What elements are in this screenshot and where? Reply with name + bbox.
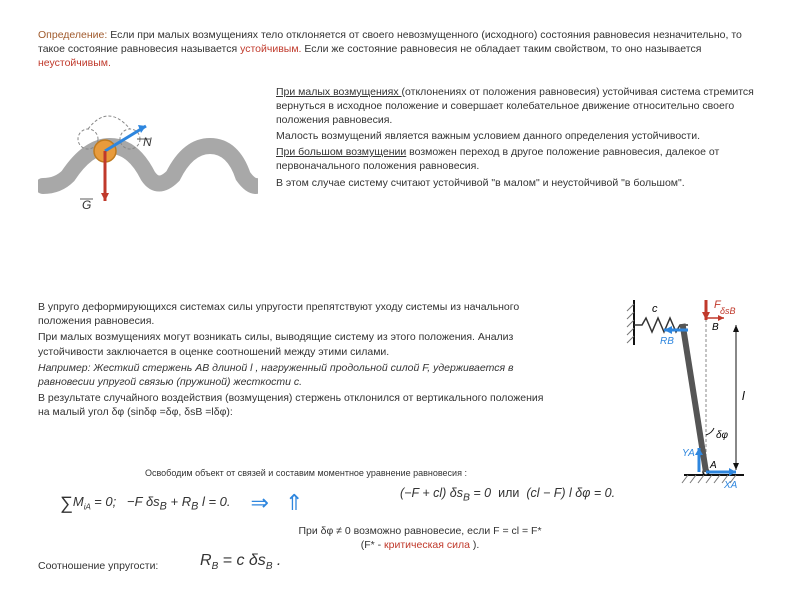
cond-crit: критическая сила	[384, 539, 470, 551]
def-unstable: неустойчивым.	[38, 57, 111, 69]
t1-p4: В этом случае систему считают устойчивой…	[276, 176, 762, 190]
rod-RB: RB	[660, 336, 674, 347]
rod-diagram: c B F δsB RB l	[624, 300, 754, 495]
eq1-body: = 0; −F δsB + RB l = 0.	[94, 494, 230, 509]
elasticity-eq: RB = c δsB .	[200, 552, 281, 572]
t1-p1a: При малых возмущениях	[276, 86, 402, 98]
small-perturb-text: При малых возмущениях (отклонениях от по…	[276, 85, 762, 226]
label-N: N	[143, 135, 152, 149]
rod-dsB: δsB	[720, 306, 736, 316]
eq2-or: или	[498, 486, 519, 500]
t2-p3: Например: Жесткий стержень AB длиной l ,…	[38, 362, 513, 388]
rod-c: c	[652, 303, 658, 315]
row-wave: N G При малых возмущениях (отклонениях о…	[38, 85, 762, 226]
rod-dphi: δφ	[716, 430, 729, 441]
t1-p2: Малость возмущений является важным услов…	[276, 129, 762, 143]
label-G: G	[82, 198, 91, 212]
rod-B: B	[712, 322, 719, 333]
physics-slide: Определение: Если при малых возмущениях …	[0, 0, 800, 600]
arrow-up-icon: ⇑	[285, 490, 303, 516]
release-text: Освободим объект от связей и составим мо…	[145, 468, 467, 478]
moment-equation: ∑ MiA = 0; −F δsB + RB l = 0. ⇒ ⇑	[60, 490, 303, 516]
rod-A: A	[709, 460, 717, 471]
rod-XA: XA	[723, 480, 738, 490]
t2-p2: При малых возмущениях могут возникать си…	[38, 330, 558, 358]
rod-YA: YA	[682, 448, 695, 459]
elasticity-label: Соотношение упругости:	[38, 560, 158, 572]
wave-svg: N G	[38, 91, 258, 221]
sum-icon: ∑	[60, 493, 73, 514]
t2-p4: В результате случайного воздействия (воз…	[38, 391, 558, 419]
def-stable: устойчивым.	[240, 43, 304, 55]
def-body2: Если же состояние равновесия не обладает…	[304, 43, 701, 55]
cond-l2b: ).	[473, 539, 479, 551]
def-label: Определение:	[38, 29, 110, 41]
arrow-right-icon: ⇒	[251, 490, 265, 516]
t2-p1: В упруго деформирующихся системах силы у…	[38, 300, 558, 328]
definition-paragraph: Определение: Если при малых возмущениях …	[38, 28, 762, 71]
rod-svg: c B F δsB RB l	[624, 300, 754, 490]
derived-equation: (−F + cl) δsB = 0 или (cl − F) l δφ = 0.	[400, 486, 615, 504]
condition-text: При δφ ≠ 0 возможно равновесие, если F =…	[280, 524, 560, 552]
elastic-text: В упруго деформирующихся системах силы у…	[38, 300, 558, 421]
eq1-sub: iA	[84, 502, 91, 511]
rod-l: l	[742, 389, 745, 403]
wave-diagram: N G	[38, 85, 258, 226]
cond-l1: При δφ ≠ 0 возможно равновесие, если F =…	[280, 524, 560, 538]
t1-p3a: При большом возмущении	[276, 146, 406, 158]
cond-l2a: (F* -	[361, 539, 384, 551]
